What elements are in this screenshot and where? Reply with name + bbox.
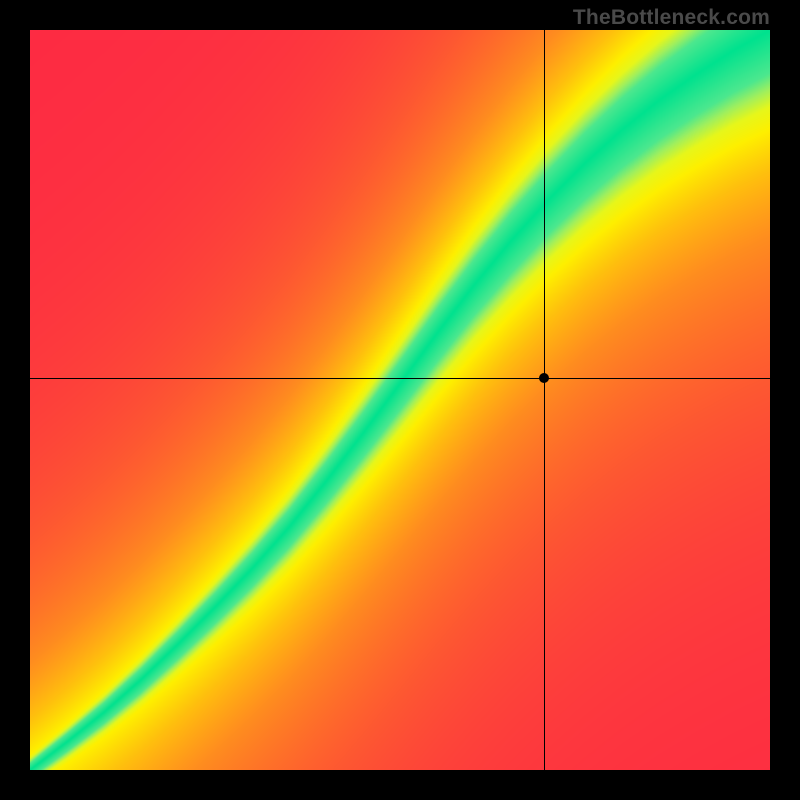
crosshair-marker-dot — [539, 373, 549, 383]
crosshair-horizontal-line — [30, 378, 770, 379]
watermark-text: TheBottleneck.com — [573, 6, 770, 30]
heatmap-plot-area — [30, 30, 770, 770]
crosshair-vertical-line — [544, 30, 545, 770]
heatmap-canvas — [30, 30, 770, 770]
